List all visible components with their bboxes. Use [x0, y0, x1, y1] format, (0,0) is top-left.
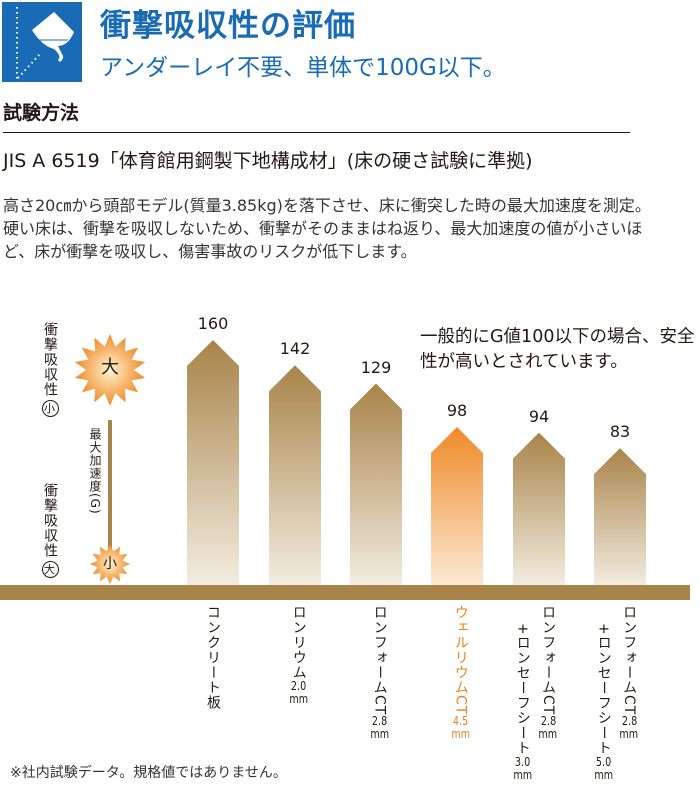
page-subtitle: アンダーレイ不要、単体で100G以下。 [100, 55, 506, 81]
acceleration-axis [74, 334, 146, 584]
unit: mm [594, 767, 614, 782]
axis-title: 最大加速度 [88, 428, 102, 493]
burst-small-icon [90, 544, 130, 584]
bar [350, 383, 402, 585]
label-text: 衝撃吸収性 [42, 322, 58, 397]
size: 5.0 [596, 754, 612, 769]
category-sub: +ロンセーフシート [514, 623, 531, 756]
divider [3, 132, 630, 133]
page-title: 衝撃吸収性の評価 [100, 8, 356, 44]
label-main: ロンフォームCT 2.8 mm [536, 605, 559, 782]
section-heading: 試験方法 [3, 102, 80, 124]
size: 2.8 [621, 714, 637, 729]
label-main: ロンリウム 2.0 mm [287, 605, 310, 706]
category-name: ウェルリウムCT [452, 605, 469, 716]
bar [431, 427, 483, 585]
data-label: 83 [609, 422, 631, 442]
category-name: ロンフォームCT [621, 605, 638, 716]
unit: mm [619, 727, 639, 742]
data-label: 129 [360, 357, 392, 377]
description: 高さ20㎝から頭部モデル(質量3.85kg)を落下させ、床に衝突した時の最大加速… [3, 196, 651, 261]
label-main: ロンフォームCT 2.8 mm [368, 605, 391, 741]
burst-big-label: 大 [101, 357, 119, 378]
bar [269, 365, 321, 585]
x-tick-label: ロンフォームCT 2.8 mm +ロンセーフシート 3.0 mm [511, 605, 560, 782]
absorb-label-large: 衝撃吸収性大 [40, 483, 60, 578]
size: 2.8 [540, 714, 556, 729]
label-text: 衝撃吸収性 [42, 483, 58, 558]
glass-falling-icon [2, 2, 82, 82]
burst-small-label: 小 [103, 556, 117, 572]
data-label: 94 [528, 406, 550, 426]
data-label: 160 [197, 314, 229, 334]
category-name: ロンリウム [290, 605, 307, 680]
circle-small: 小 [41, 400, 59, 417]
data-label: 142 [279, 339, 311, 359]
burst-big-icon [74, 334, 146, 406]
unit: mm [370, 727, 390, 742]
label-sub: +ロンセーフシート 5.0 mm [592, 623, 615, 782]
unit: mm [513, 767, 533, 782]
bar [594, 448, 646, 585]
axis-label: 最大加速度(G) [87, 428, 104, 515]
label-main: ウェルリウムCT 4.5 mm [449, 605, 472, 741]
x-tick-label: ロンフォームCT 2.8 mm [368, 605, 391, 741]
x-tick-label: ウェルリウムCT 4.5 mm [449, 605, 472, 741]
bar [187, 340, 239, 585]
size: 3.0 [515, 754, 531, 769]
label-main: ロンフォームCT 2.8 mm [617, 605, 640, 782]
bar [513, 432, 565, 585]
x-tick-label: ロンフォームCT 2.8 mm +ロンセーフシート 5.0 mm [592, 605, 641, 782]
unit: mm [289, 692, 309, 706]
absorb-label-small: 衝撃吸収性小 [40, 322, 60, 417]
label-main: コンクリート板 [205, 605, 221, 710]
size: 2.0 [291, 679, 307, 693]
unit: mm [451, 727, 471, 742]
category-name: ロンフォームCT [540, 605, 557, 716]
standard-text: JIS A 6519「体育館用鋼製下地構成材」(床の硬さ試験に準拠) [3, 150, 533, 172]
unit: mm [538, 727, 558, 742]
category-name: コンクリート板 [205, 605, 221, 710]
label-sub: +ロンセーフシート 3.0 mm [511, 623, 534, 782]
circle-large: 大 [41, 561, 59, 578]
footnote: ※社内試験データ。規格値ではありません。 [10, 765, 287, 781]
x-tick-label: コンクリート板 [205, 605, 221, 710]
x-tick-label: ロンリウム 2.0 mm [287, 605, 310, 706]
data-label: 98 [446, 401, 468, 421]
axis-unit: (G) [88, 493, 102, 515]
floor-base [0, 585, 690, 600]
size: 4.5 [453, 714, 469, 729]
category-name: ロンフォームCT [371, 605, 388, 716]
size: 2.8 [372, 714, 388, 729]
chart-annotation: 一般的にG値100以下の場合、安全性が高いとされています。 [420, 327, 695, 372]
category-sub: +ロンセーフシート [595, 623, 612, 756]
